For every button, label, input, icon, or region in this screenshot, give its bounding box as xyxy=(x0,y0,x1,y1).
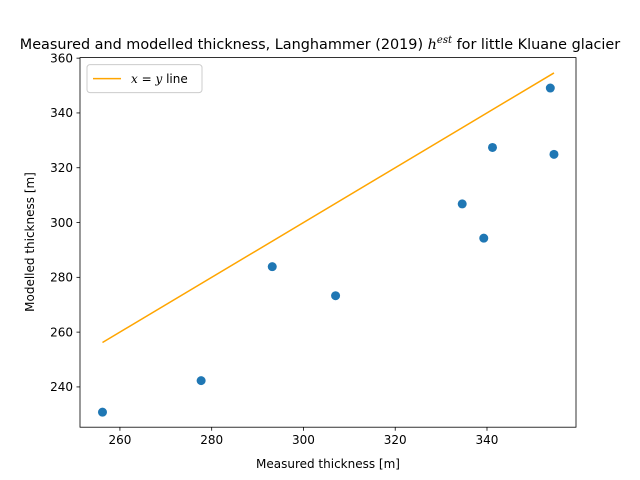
y-tick-label: 240 xyxy=(50,380,73,394)
data-point-4 xyxy=(331,291,341,301)
x-tick-label: 320 xyxy=(384,433,407,447)
data-point-5 xyxy=(457,199,467,209)
chart-title-prefix: Measured and modelled thickness, Langham… xyxy=(20,37,428,53)
legend-label-eq: = xyxy=(138,72,156,86)
chart-title: Measured and modelled thickness, Langham… xyxy=(20,35,620,53)
y-tick-label: 280 xyxy=(50,271,73,285)
data-point-7 xyxy=(487,142,497,152)
legend-box xyxy=(86,64,203,94)
axes-frame xyxy=(79,57,577,428)
data-point-6 xyxy=(479,233,489,243)
data-point-3 xyxy=(267,262,277,272)
chart-title-superscript: est xyxy=(437,35,453,46)
y-tick-label: 340 xyxy=(50,106,73,120)
x-axis-label: Measured thickness [m] xyxy=(256,457,400,471)
y-tick-label: 260 xyxy=(50,325,73,339)
x-tick-label: 280 xyxy=(200,433,223,447)
y-tick-label: 360 xyxy=(50,51,73,65)
reference-line-x-equals-y xyxy=(102,72,555,344)
x-tick-label: 300 xyxy=(292,433,315,447)
legend: x = y line xyxy=(86,64,203,94)
x-axis-ticks: 260 280 300 320 340 xyxy=(108,427,498,447)
y-axis-ticks: 240 260 280 300 320 340 360 xyxy=(50,51,80,394)
y-axis-label: Modelled thickness [m] xyxy=(23,172,37,312)
plot-area xyxy=(97,72,559,417)
legend-label: x = y line xyxy=(131,72,188,86)
data-point-9 xyxy=(549,149,559,159)
x-tick-label: 260 xyxy=(108,433,131,447)
legend-label-rest: line xyxy=(162,72,187,86)
chart-title-suffix: for little Kluane glacier xyxy=(452,37,620,53)
y-tick-label: 320 xyxy=(50,161,73,175)
legend-label-x: x xyxy=(131,72,138,86)
chart-title-math: h xyxy=(428,37,437,53)
data-point-2 xyxy=(196,376,206,386)
x-tick-label: 340 xyxy=(476,433,499,447)
data-point-1 xyxy=(97,407,107,417)
legend-label-y: y xyxy=(154,72,162,86)
data-point-8 xyxy=(545,83,555,93)
y-tick-label: 300 xyxy=(50,216,73,230)
